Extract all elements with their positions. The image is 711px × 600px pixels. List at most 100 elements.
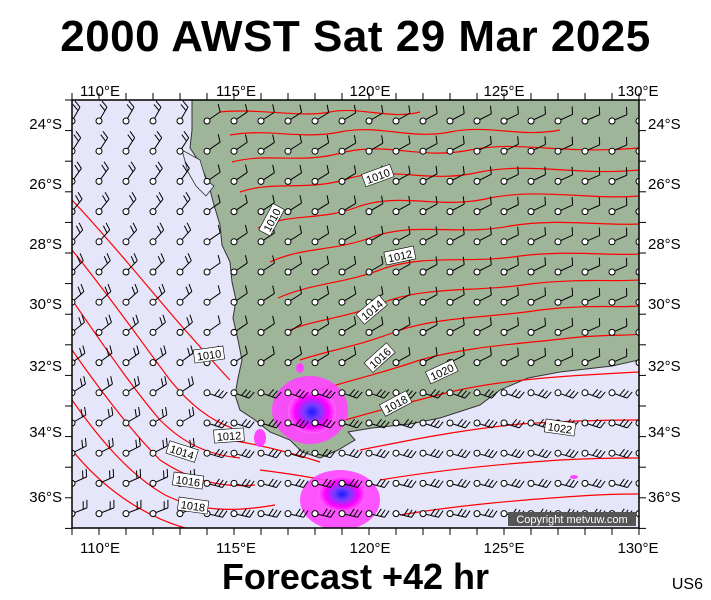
wind-barb-feather <box>276 510 282 518</box>
wind-barb-feather <box>518 451 525 459</box>
wind-barb-feather <box>381 286 384 295</box>
wind-station <box>230 449 238 457</box>
wind-barb-feather <box>326 479 332 487</box>
wind-barb-feather <box>72 104 79 111</box>
wind-barb-feather <box>517 226 519 235</box>
wind-barb-feather <box>353 255 357 264</box>
wind-barb-feather <box>185 286 190 295</box>
wind-barb-feather <box>487 390 494 398</box>
wind-station <box>338 298 346 306</box>
lon-labels-bottom: 110°E 115°E 120°E 125°E 130°E <box>80 540 658 557</box>
wind-barb-feather <box>214 448 220 456</box>
wind-barb-feather <box>79 378 83 387</box>
wind-station <box>554 389 562 397</box>
wind-barb-feather <box>158 286 163 295</box>
wind-barb-feather <box>217 315 221 324</box>
wind-barb-feather <box>511 389 518 396</box>
wind-station <box>257 328 265 336</box>
wind-barb-feather <box>381 195 384 204</box>
isobars <box>72 109 639 528</box>
wind-barb-feather <box>222 510 228 518</box>
wind-barb-feather <box>244 194 248 203</box>
wind-barb-feather <box>329 421 336 429</box>
wind-barb-feather <box>187 347 191 356</box>
wind-station <box>95 510 103 518</box>
wind-barb-feather <box>83 376 86 385</box>
wind-station <box>473 510 481 518</box>
wind-barb-feather <box>462 256 465 265</box>
wind-barb-feather <box>185 192 191 200</box>
wind-barb-shaft <box>638 483 639 484</box>
wind-barb-feather <box>462 105 465 114</box>
wind-barb-feather <box>464 451 471 459</box>
wind-barb-feather <box>544 257 546 266</box>
wind-station <box>392 177 400 185</box>
wind-barb-feather <box>330 480 336 488</box>
wind-barb-feather <box>217 285 221 294</box>
wind-station <box>311 177 319 185</box>
wind-station <box>338 389 346 397</box>
wind-barb-feather <box>160 347 164 356</box>
wind-barb-feather <box>544 227 546 236</box>
lon-label: 110°E <box>80 83 120 100</box>
wind-barb-feather <box>218 420 224 427</box>
wind-station <box>311 359 319 367</box>
wind-barb-feather <box>357 510 363 518</box>
wind-barb-feather <box>129 131 136 139</box>
wind-barb-feather <box>244 285 248 294</box>
wind-barb-feather <box>538 389 545 396</box>
wind-barb-feather <box>133 253 138 261</box>
wind-station <box>419 328 427 336</box>
wind-barb-feather <box>272 134 275 143</box>
wind-station <box>284 208 292 216</box>
wind-barb-feather <box>517 287 519 296</box>
isobar-label: 1012 <box>387 249 413 266</box>
wind-barb-feather <box>268 508 274 516</box>
wind-station <box>149 359 157 367</box>
wind-barb-feather <box>221 421 228 429</box>
lat-label: 28°S <box>29 236 62 253</box>
wind-barb-feather <box>326 104 330 113</box>
wind-barb-feather <box>299 255 303 264</box>
wind-barb-feather <box>538 478 544 486</box>
wind-barb-feather <box>353 420 359 427</box>
wind-barb-feather <box>430 508 436 516</box>
isobar-label: 1018 <box>180 499 206 514</box>
wind-station <box>500 328 508 336</box>
wind-barb-feather <box>538 418 544 426</box>
wind-station <box>95 268 103 276</box>
wind-barb-feather <box>438 480 444 488</box>
wind-station <box>527 389 535 397</box>
wind-barb-feather <box>407 509 413 517</box>
wind-station <box>95 449 103 457</box>
wind-station <box>473 449 481 457</box>
wind-barb-feather <box>99 104 106 111</box>
wind-station <box>446 328 454 336</box>
wind-barb-feather <box>592 448 598 456</box>
wind-barb-feather <box>356 421 363 429</box>
wind-station <box>608 238 616 246</box>
lat-labels-right: 24°S 26°S 28°S 30°S 32°S 34°S 36°S <box>648 116 681 506</box>
wind-barb-feather <box>435 135 438 144</box>
wind-station <box>608 389 616 397</box>
wind-barb-feather <box>298 390 305 398</box>
wind-station <box>500 510 508 518</box>
wind-barb-feather <box>488 449 494 457</box>
wind-barb-feather <box>157 256 162 264</box>
wind-barb-feather <box>105 317 109 326</box>
wind-station <box>284 449 292 457</box>
wind-barb-feather <box>165 437 168 446</box>
wind-barb-feather <box>183 195 188 203</box>
wind-barb-feather <box>106 253 111 261</box>
wind-station <box>581 479 589 487</box>
lat-label: 36°S <box>29 489 62 506</box>
wind-barb-feather <box>109 345 113 354</box>
wind-barb-feather <box>596 479 602 487</box>
wind-barb-feather <box>462 286 465 295</box>
wind-barb-feather <box>77 286 82 295</box>
wind-barb-feather <box>132 317 136 326</box>
wind-station <box>230 359 238 367</box>
wind-station <box>419 298 427 306</box>
wind-station <box>230 510 238 518</box>
wind-station <box>392 449 400 457</box>
